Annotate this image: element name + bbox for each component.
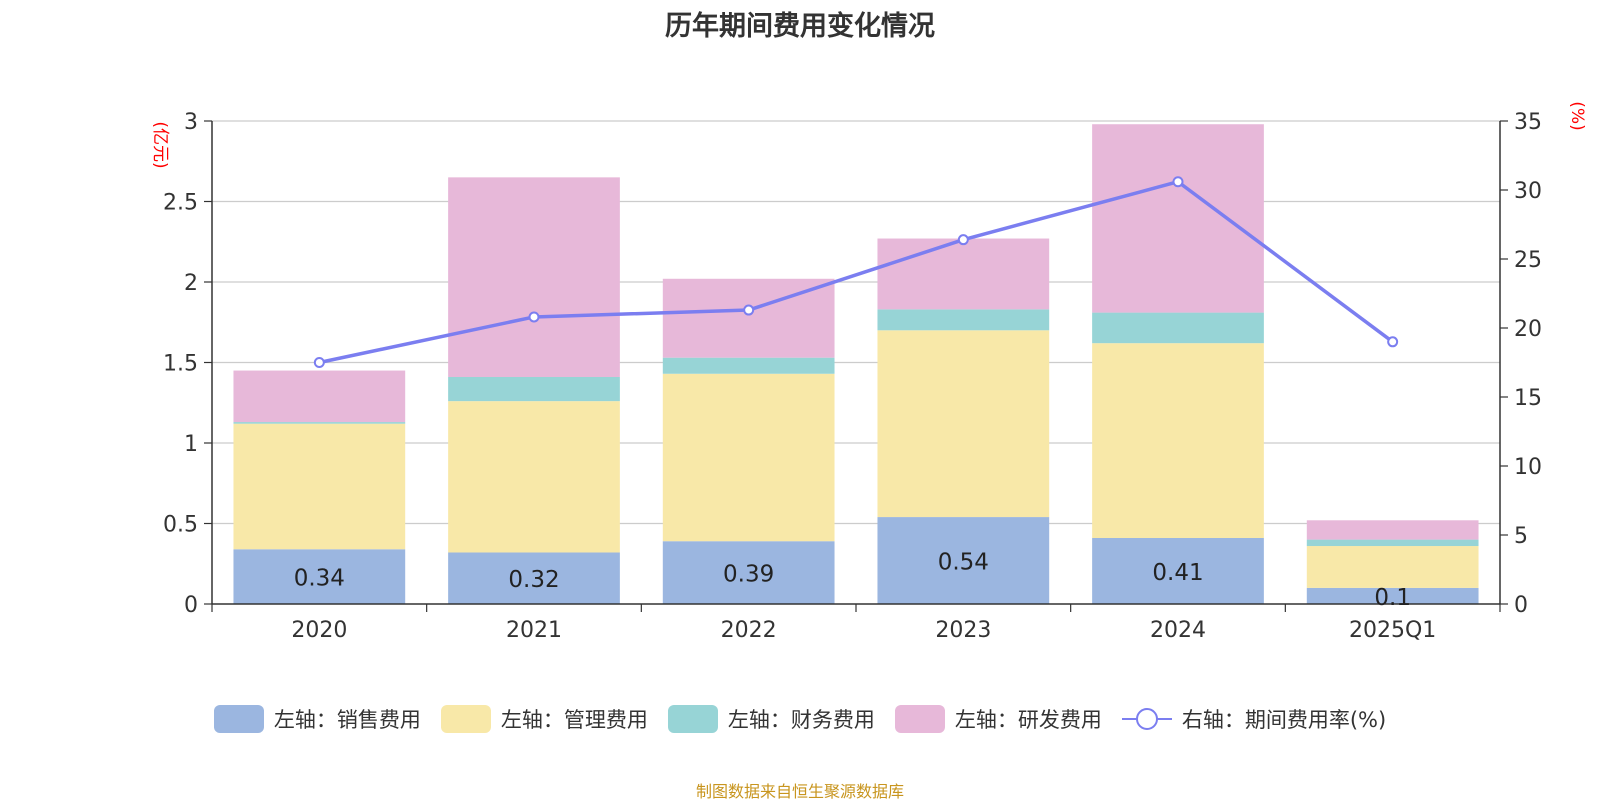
legend-line-marker xyxy=(1135,708,1158,730)
bar-segment-2 xyxy=(1092,343,1264,538)
right-axis-tick-label: 25 xyxy=(1514,248,1542,273)
legend-line-swatch xyxy=(1121,708,1172,730)
data-labels: 0.34 0.32 0.39 0.54 0.41 0.1 xyxy=(294,550,1411,611)
right-axis-tick-label: 30 xyxy=(1514,179,1542,204)
bar-data-label: 0.34 xyxy=(294,566,345,592)
legend-item[interactable]: 右轴：期间费用率(%) xyxy=(1121,704,1387,734)
right-axis-tick-label: 10 xyxy=(1514,455,1542,480)
bar-segment-1 xyxy=(1306,587,1479,604)
bar-segment-4 xyxy=(877,238,1050,310)
rate-line-point xyxy=(743,304,755,316)
rate-line-path xyxy=(318,179,1394,365)
x-axis-tick-label: 2023 xyxy=(935,618,991,643)
left-axis-unit-label: (亿元) xyxy=(150,121,170,168)
bar-segment-1 xyxy=(233,549,406,604)
bar-data-label: 0.41 xyxy=(1152,560,1203,586)
bar-data-label: 0.39 xyxy=(723,562,774,588)
left-axis-tick-label: 0 xyxy=(184,593,198,618)
left-axis-tick-label: 1 xyxy=(184,432,198,457)
legend-swatch xyxy=(440,705,491,733)
bars xyxy=(233,124,1479,604)
bar-segment-3 xyxy=(877,309,1050,331)
bar-segment-4 xyxy=(233,370,406,423)
bar-segment-2 xyxy=(662,373,835,542)
bar-segment-4 xyxy=(448,177,620,377)
bar-data-label: 0.54 xyxy=(938,550,989,576)
bar-segment-1 xyxy=(1092,537,1264,604)
x-axis-tick-label: 2020 xyxy=(291,618,347,643)
rate-line-point xyxy=(313,357,325,368)
legend-item[interactable]: 左轴：销售费用 xyxy=(213,704,421,734)
bar-segment-4 xyxy=(1092,124,1264,313)
bar-segment-1 xyxy=(448,552,620,604)
x-axis-tick-label: 2025Q1 xyxy=(1349,618,1436,643)
right-axis-tick-label: 35 xyxy=(1514,110,1542,135)
legend-label: 左轴：销售费用 xyxy=(273,708,421,732)
left-axis-tick-label: 3 xyxy=(184,110,198,135)
rate-line-point xyxy=(528,311,540,323)
right-axis-tick-label: 15 xyxy=(1514,386,1542,411)
bar-segment-4 xyxy=(1306,520,1479,540)
bar-segment-3 xyxy=(233,422,406,424)
bar-segment-2 xyxy=(877,330,1050,518)
x-axis-tick-label: 2022 xyxy=(721,618,777,643)
legend-item[interactable]: 左轴：财务费用 xyxy=(667,704,875,734)
bar-segment-2 xyxy=(448,401,620,553)
legend-item[interactable]: 左轴：研发费用 xyxy=(894,704,1102,734)
bar-data-label: 0.1 xyxy=(1374,585,1411,611)
rate-line-point xyxy=(1172,176,1184,188)
x-axis-tick-label: 2024 xyxy=(1150,618,1206,643)
rate-line-point xyxy=(1387,336,1399,348)
legend-swatch xyxy=(667,705,718,733)
right-axis-tick-label: 0 xyxy=(1514,593,1528,618)
left-axis-tick-label: 1.5 xyxy=(163,352,198,377)
legend-swatch xyxy=(213,705,264,733)
source-note: 制图数据来自恒生聚源数据库 xyxy=(695,782,904,801)
left-axis-tick-label: 2.5 xyxy=(163,191,198,216)
x-axis-tick-label: 2021 xyxy=(506,618,562,643)
legend-label: 左轴：管理费用 xyxy=(500,708,648,732)
left-axis-tick-label: 0.5 xyxy=(163,513,198,538)
chart-title: 历年期间费用变化情况 xyxy=(665,11,935,42)
rate-line-point xyxy=(957,234,969,246)
bar-segment-3 xyxy=(662,357,835,374)
bar-segment-2 xyxy=(233,423,406,550)
right-axis-unit-label: (%) xyxy=(1567,101,1587,130)
rate-line xyxy=(313,176,1399,368)
right-axis-tick-label: 20 xyxy=(1514,317,1542,342)
bar-segment-3 xyxy=(448,376,620,402)
right-axis-tick-label: 5 xyxy=(1514,524,1528,549)
left-axis-tick-label: 2 xyxy=(184,271,198,296)
bar-segment-3 xyxy=(1306,539,1479,547)
legend-item[interactable]: 左轴：管理费用 xyxy=(440,704,648,734)
legend-label: 左轴：财务费用 xyxy=(727,708,875,732)
legend-label: 右轴：期间费用率(%) xyxy=(1181,708,1387,732)
bar-segment-1 xyxy=(877,517,1050,604)
legend: 左轴：销售费用 左轴：管理费用 左轴：财务费用 左轴：研发费用 右轴：期间费用率(%) xyxy=(0,704,1600,734)
legend-label: 左轴：研发费用 xyxy=(954,708,1102,732)
bar-segment-1 xyxy=(662,541,835,604)
gridlines xyxy=(212,120,1500,525)
legend-swatch xyxy=(894,705,945,733)
bar-segment-2 xyxy=(1306,546,1479,588)
bar-segment-3 xyxy=(1092,312,1264,344)
bar-data-label: 0.32 xyxy=(508,567,559,593)
